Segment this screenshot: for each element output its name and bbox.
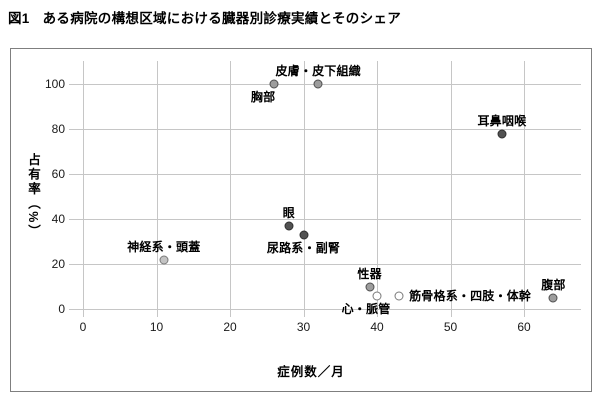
y-tick-label: 0 <box>58 302 65 317</box>
gridline-horizontal <box>69 309 581 311</box>
data-point <box>299 230 308 240</box>
x-tick-label: 30 <box>296 320 311 334</box>
y-tick-label: 40 <box>51 212 65 227</box>
y-tick-label: 100 <box>44 77 65 92</box>
data-point-label: 筋骨格系・四肢・体幹 <box>409 288 532 303</box>
gridline-vertical <box>524 61 525 317</box>
x-tick-label: 10 <box>149 320 164 334</box>
gridline-vertical <box>450 61 452 317</box>
x-tick-label: 0 <box>79 320 87 334</box>
gridline-horizontal <box>69 174 581 176</box>
gridline-vertical <box>156 61 158 317</box>
gridline-vertical <box>377 61 378 317</box>
figure-title: 図1 ある病院の構想区域における臓器別診療実績とそのシェア <box>8 7 401 27</box>
data-point <box>284 221 294 231</box>
data-point-label: 腹部 <box>541 278 566 293</box>
data-point <box>394 291 404 301</box>
figure-title-text: ある病院の構想区域における臓器別診療実績とそのシェア <box>42 11 402 26</box>
data-point-label: 皮膚・皮下組織 <box>275 64 361 79</box>
data-point-label: 性器 <box>357 266 382 281</box>
data-point-label: 胸部 <box>250 90 276 105</box>
data-point <box>497 129 507 139</box>
data-point <box>159 255 169 265</box>
y-tick-label: 20 <box>51 257 65 272</box>
figure-number: 図1 <box>8 11 30 26</box>
chart-area: 占有率（%） 症例数／月 0 20 40 60 80 100 0 10 20 30 40 50 60 神経… <box>10 48 592 392</box>
gridline-vertical <box>230 61 231 317</box>
gridline-horizontal <box>69 84 581 86</box>
data-point-label: 眼 <box>282 206 295 221</box>
y-tick-label: 60 <box>51 167 65 182</box>
data-point <box>548 293 558 303</box>
data-point-label: 尿路系・副腎 <box>266 241 341 256</box>
x-axis-title: 症例数／月 <box>277 365 345 379</box>
data-point-label: 心・脈管 <box>341 301 391 316</box>
data-point-label: 神経系・頭蓋 <box>127 239 201 254</box>
data-point <box>365 282 375 292</box>
x-tick-label: 20 <box>223 320 237 334</box>
gridline-horizontal <box>69 129 581 131</box>
y-tick-label: 80 <box>51 122 65 137</box>
y-axis-title: 占有率（%） <box>26 153 40 239</box>
gridline-vertical <box>83 61 84 317</box>
gridline-horizontal <box>69 219 581 221</box>
data-point <box>313 79 323 89</box>
gridline-vertical <box>303 61 305 317</box>
x-tick-label: 60 <box>517 320 531 334</box>
data-point-label: 耳鼻咽喉 <box>477 113 527 128</box>
gridline-horizontal <box>69 264 581 266</box>
x-tick-label: 50 <box>443 320 458 334</box>
data-point <box>372 291 382 301</box>
x-tick-label: 40 <box>370 320 384 334</box>
data-point <box>269 79 279 89</box>
